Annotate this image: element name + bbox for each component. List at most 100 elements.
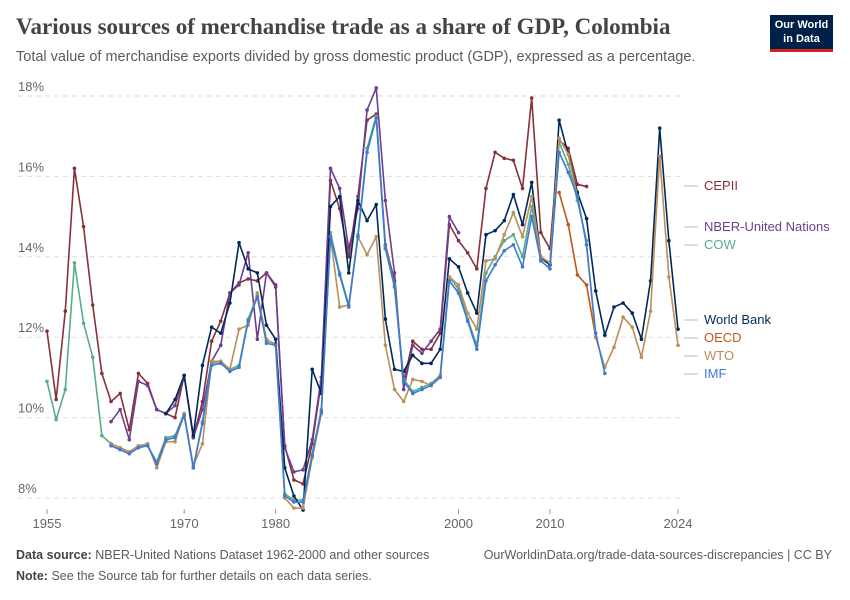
data-point [173, 435, 177, 440]
data-point [346, 305, 351, 309]
data-point [584, 184, 589, 189]
data-point [292, 506, 296, 510]
data-point [539, 230, 543, 235]
data-point [228, 301, 232, 305]
data-point [566, 162, 571, 167]
data-point [374, 116, 379, 120]
data-point [182, 413, 186, 418]
data-point [667, 238, 671, 243]
data-point [657, 126, 662, 130]
data-point [410, 377, 415, 382]
data-point [648, 309, 653, 313]
data-point [218, 361, 223, 366]
data-point [621, 315, 625, 319]
data-point [164, 411, 168, 416]
data-point [100, 371, 104, 376]
data-point [365, 108, 369, 112]
data-point [529, 214, 534, 219]
data-point [356, 198, 360, 203]
legend-label: CEPII [704, 178, 738, 193]
data-point [603, 333, 607, 337]
data-point [218, 319, 223, 323]
data-point [118, 391, 122, 396]
series-line-world-bank [165, 119, 679, 511]
data-point [200, 407, 205, 412]
data-point [511, 158, 516, 163]
data-point [292, 494, 296, 498]
data-point [200, 363, 205, 368]
data-point [566, 152, 571, 157]
data-point [346, 271, 351, 275]
y-tick-label: 8% [18, 481, 37, 496]
data-point [45, 329, 49, 333]
data-point [136, 371, 141, 376]
data-point [484, 259, 488, 263]
data-source: Data source: NBER-United Nations Dataset… [16, 548, 430, 562]
data-point [346, 246, 351, 251]
data-point [639, 337, 644, 342]
data-point [154, 462, 159, 466]
data-point [438, 327, 443, 331]
data-point [154, 407, 159, 412]
legend-label: World Bank [704, 312, 771, 327]
data-point [410, 353, 415, 358]
data-point [365, 218, 369, 223]
data-point [255, 295, 260, 299]
data-point [218, 331, 223, 335]
data-point [173, 439, 177, 444]
data-point [282, 494, 287, 498]
data-point [63, 309, 68, 313]
data-point [255, 291, 260, 295]
series-line-oecd [558, 192, 597, 338]
data-point [273, 343, 278, 348]
data-point [127, 437, 132, 442]
data-point [356, 234, 360, 239]
data-point [612, 345, 616, 350]
data-point [429, 383, 433, 388]
data-point [667, 275, 671, 279]
data-point [520, 222, 525, 227]
data-point [465, 250, 470, 255]
data-point [566, 222, 571, 227]
data-point [484, 279, 488, 283]
data-point [502, 218, 507, 223]
data-point [264, 323, 269, 327]
data-point [145, 443, 150, 448]
data-point [529, 194, 534, 199]
data-point [401, 399, 406, 404]
data-point [45, 379, 49, 384]
data-point [164, 437, 168, 442]
data-point [127, 451, 132, 456]
data-point [145, 383, 150, 388]
owid-logo[interactable]: Our World in Data [770, 15, 833, 52]
data-point [182, 373, 186, 378]
data-point [612, 305, 616, 309]
data-point [465, 311, 470, 315]
data-point [237, 365, 241, 370]
chart-subtitle: Total value of merchandise exports divid… [16, 49, 696, 65]
data-point [173, 415, 177, 420]
source-url[interactable]: OurWorldinData.org/trade-data-sources-di… [483, 548, 832, 562]
data-point [310, 453, 315, 458]
data-point [173, 397, 177, 402]
data-point [475, 311, 479, 315]
data-point [100, 433, 104, 438]
data-point [484, 232, 488, 237]
data-point [511, 242, 516, 247]
data-point [81, 321, 86, 325]
data-point [54, 397, 58, 402]
data-point [328, 204, 333, 209]
data-point [90, 303, 95, 307]
data-point [456, 238, 461, 243]
data-point [81, 224, 86, 229]
data-point [246, 267, 250, 271]
data-point [447, 257, 452, 261]
data-point [438, 375, 443, 380]
y-tick-label: 10% [18, 401, 44, 416]
data-point [209, 325, 214, 329]
data-point [392, 367, 397, 372]
data-point [584, 216, 589, 221]
data-point [410, 343, 415, 348]
data-point [200, 421, 205, 426]
